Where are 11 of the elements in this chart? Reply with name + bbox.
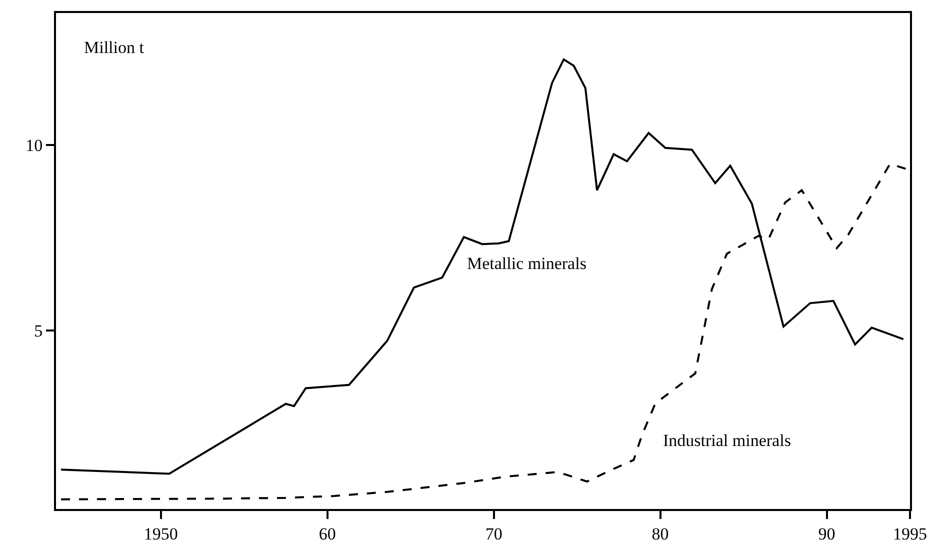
- y-axis-title: Million t: [84, 38, 144, 57]
- x-tick-label: 60: [318, 524, 336, 544]
- y-tick-label: 5: [34, 322, 43, 341]
- x-tick-label: 90: [818, 524, 836, 544]
- x-tick-label: 70: [485, 524, 502, 544]
- series-label: Industrial minerals: [663, 431, 791, 450]
- y-tick-label: 10: [26, 136, 43, 155]
- x-tick-label: 80: [652, 524, 669, 544]
- x-tick-label: 1995: [893, 524, 927, 544]
- series-label: Metallic minerals: [467, 254, 586, 273]
- x-tick-label: 1950: [144, 524, 178, 544]
